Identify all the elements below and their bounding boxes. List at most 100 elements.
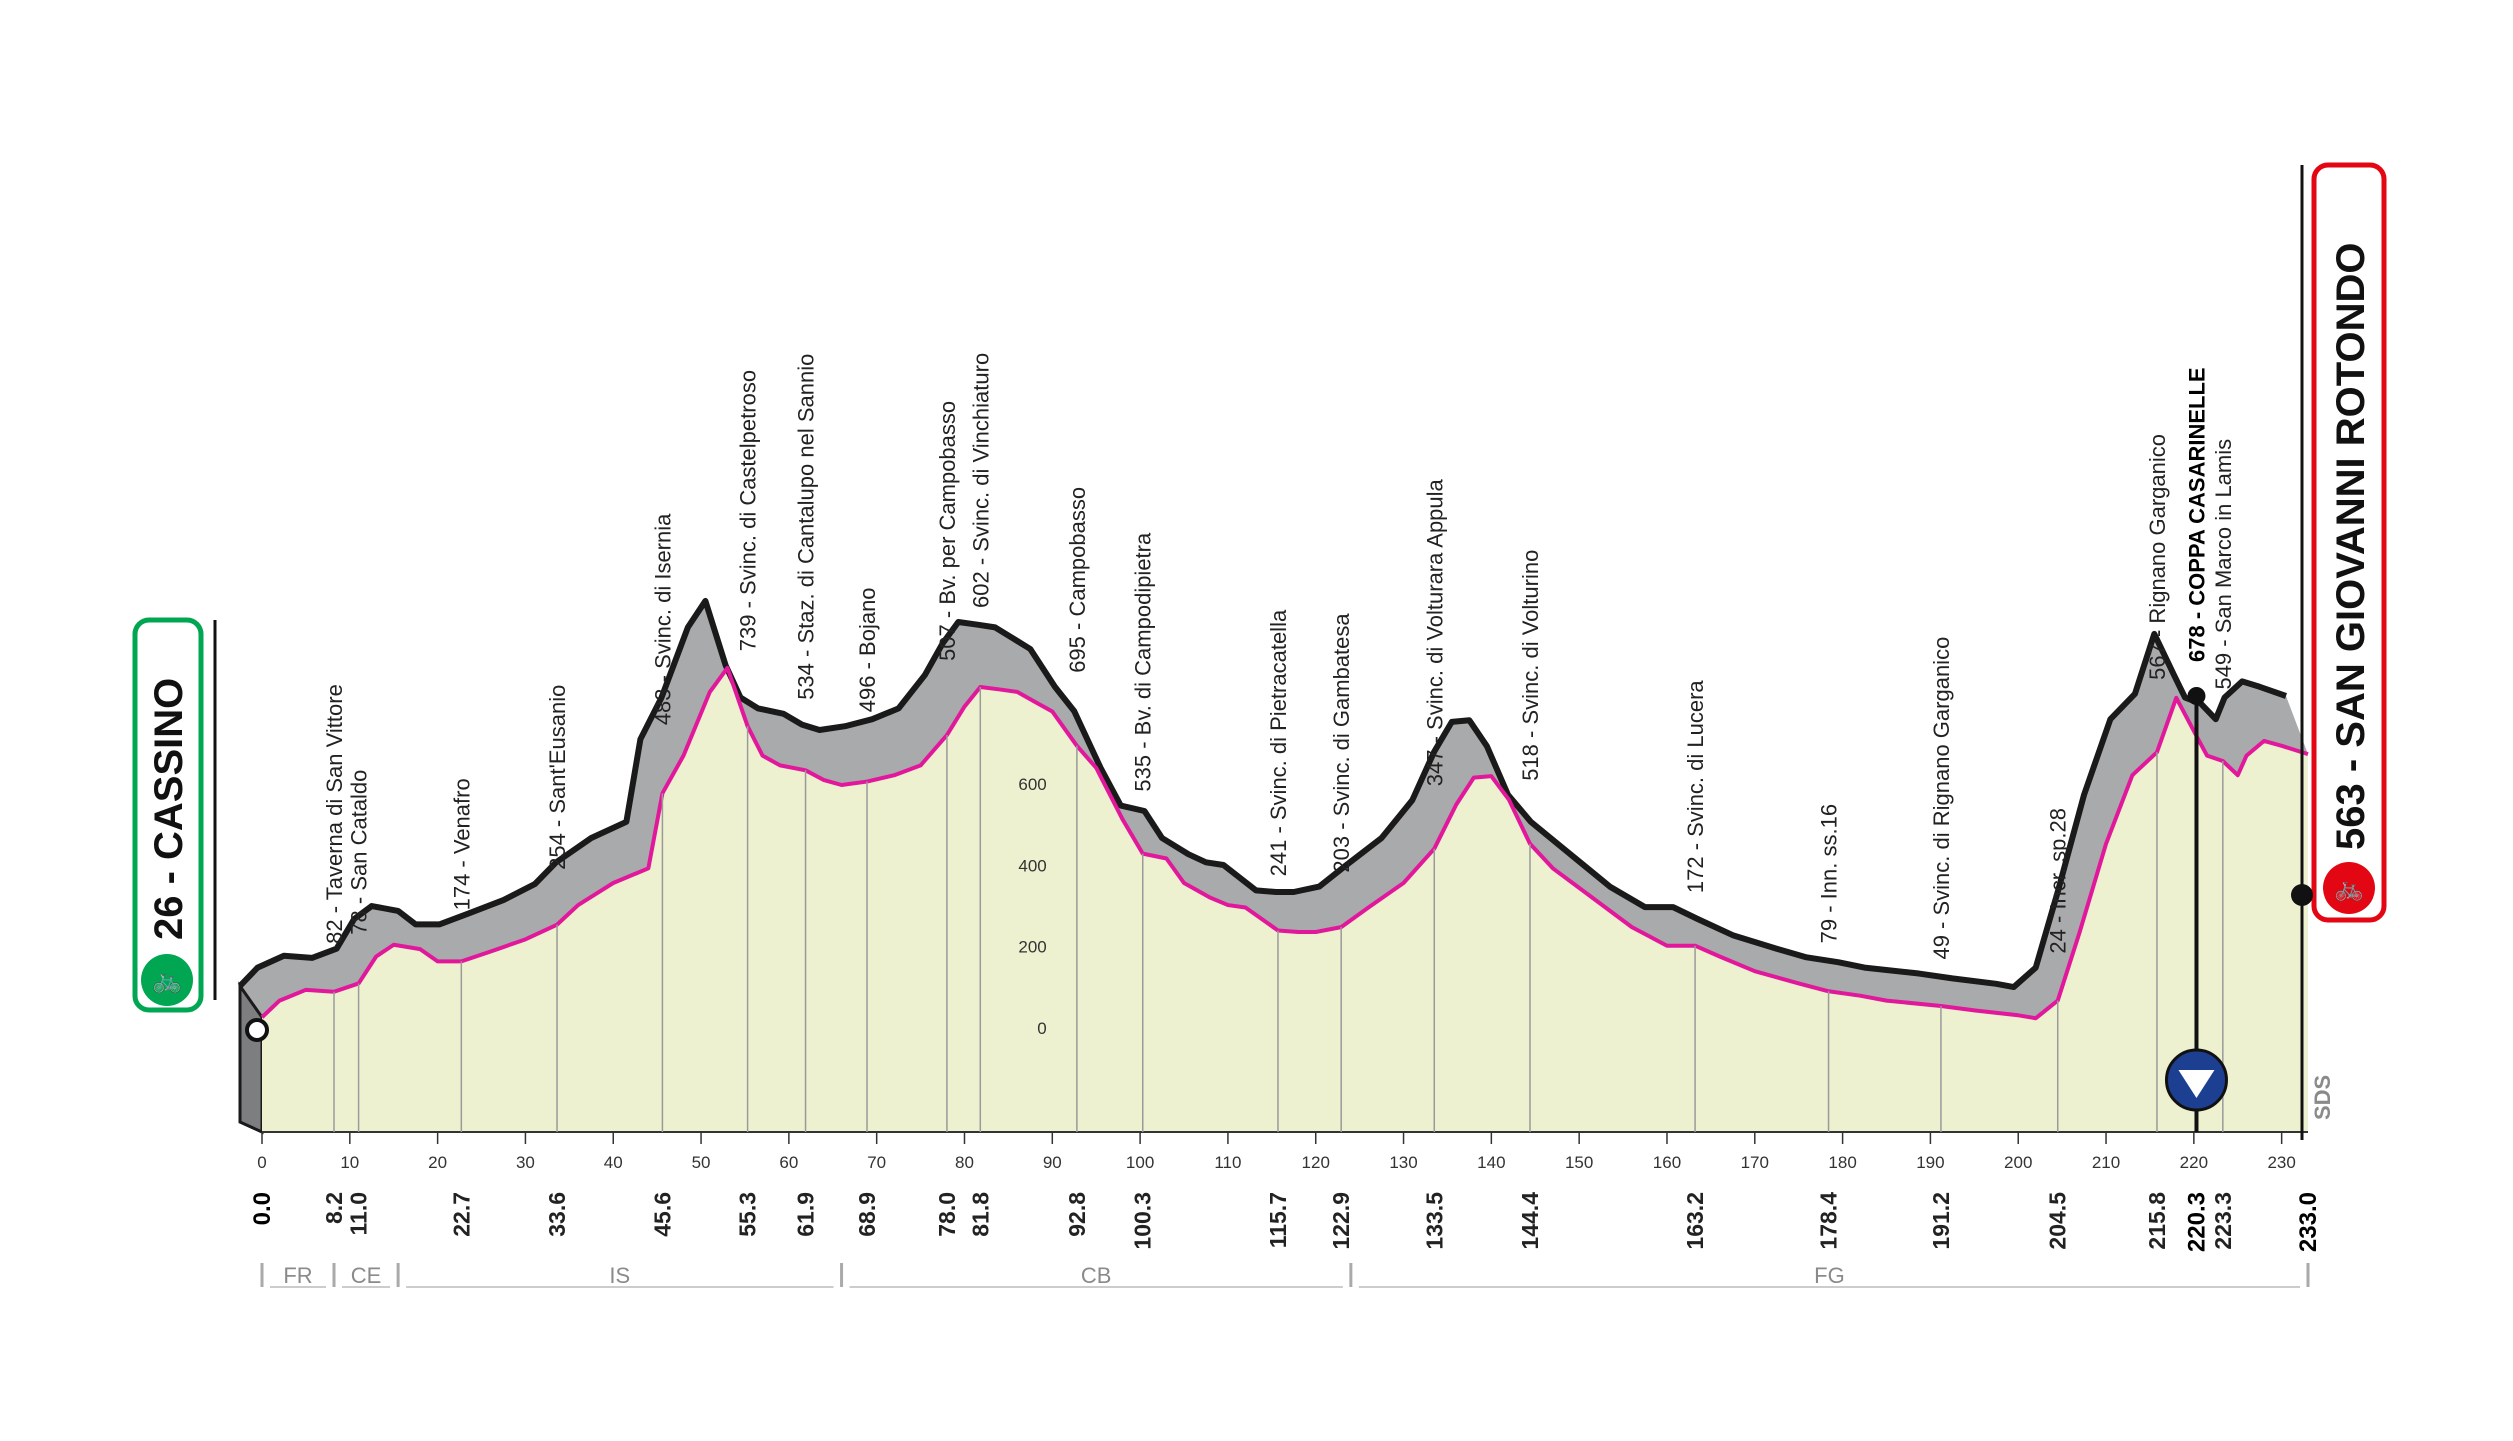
x-tick-label: 190 xyxy=(1916,1153,1944,1172)
location-label: 496 - Bojano xyxy=(855,587,880,712)
x-tick-label: 100 xyxy=(1126,1153,1154,1172)
km-label: 100.3 xyxy=(1130,1192,1156,1250)
x-tick-label: 50 xyxy=(692,1153,711,1172)
km-label: 144.4 xyxy=(1517,1192,1543,1250)
start-name: 26 - CASSINO xyxy=(147,678,191,940)
km-label: 204.5 xyxy=(2045,1192,2071,1250)
x-tick-label: 170 xyxy=(1741,1153,1769,1172)
finish-banner: 🚲 563 - SAN GIOVANNI ROTONDO xyxy=(2291,162,2387,1140)
x-axis-layer: 0 10 20 30 40 50 60 70 80 90 100 110 120 130 140 150 160… xyxy=(249,1132,2322,1252)
start-banner: 🚲 26 - CASSINO xyxy=(132,617,269,1042)
km-label: 0.0 xyxy=(249,1192,276,1225)
relief-top-edge xyxy=(237,597,2287,991)
km-label: 223.3 xyxy=(2210,1192,2236,1250)
x-tick-label: 200 xyxy=(2004,1153,2032,1172)
location-label: 79 - Inn. ss.16 xyxy=(1817,804,1842,943)
x-tick-label: 220 xyxy=(2180,1153,2208,1172)
km-label: 68.9 xyxy=(854,1192,880,1237)
location-label: 203 - Svinc. di Gambatesa xyxy=(1329,613,1354,873)
km-label: 215.8 xyxy=(2144,1192,2170,1250)
cyclist-glyph: 🚲 xyxy=(2334,875,2364,902)
cyclist-glyph: 🚲 xyxy=(152,967,182,994)
location-label: 82 - Taverna di San Vittore xyxy=(322,684,347,944)
x-tick-label: 120 xyxy=(1302,1153,1330,1172)
location-label: 567 - Rignano Garganico xyxy=(2145,434,2170,680)
finish-name: 563 - SAN GIOVANNI ROTONDO xyxy=(2329,243,2373,851)
location-label: 739 - Svinc. di Castelpetroso xyxy=(736,370,761,651)
location-label: 49 - Svinc. di Rignano Garganico xyxy=(1929,637,1954,960)
altitude-tick-label: 400 xyxy=(1018,856,1046,875)
location-label: 695 - Campobasso xyxy=(1065,487,1090,673)
km-label: 11.0 xyxy=(346,1192,372,1236)
x-tick-label: 70 xyxy=(867,1153,886,1172)
province-label: FR xyxy=(283,1263,312,1288)
km-label: 220.3 xyxy=(2183,1192,2210,1252)
location-label: 535 - Bv. di Campodipietra xyxy=(1131,532,1156,792)
km-label: 33.6 xyxy=(544,1192,570,1237)
km-label: 191.2 xyxy=(1928,1192,1954,1250)
x-tick-label: 110 xyxy=(1214,1153,1241,1172)
road-line xyxy=(260,665,2309,1021)
altitude-tick-label: 600 xyxy=(1018,775,1046,794)
location-label: 78 - San Cataldo xyxy=(347,770,372,935)
km-label: 8.2 xyxy=(321,1192,347,1224)
location-label: 518 - Svinc. di Volturino xyxy=(1518,550,1543,781)
province-label: CB xyxy=(1081,1263,1112,1288)
province-label: FG xyxy=(1814,1263,1845,1288)
km-label: 115.7 xyxy=(1265,1192,1291,1248)
start-banner-frame xyxy=(132,617,204,1013)
x-tick-label: 40 xyxy=(604,1153,623,1172)
province-bar-layer: FR CE IS CB FG xyxy=(260,1263,2310,1288)
location-label: 241 - Svinc. di Pietracatella xyxy=(1266,609,1291,876)
x-tick-label: 210 xyxy=(2092,1153,2120,1172)
relief-shade xyxy=(240,600,2308,1019)
x-tick-label: 130 xyxy=(1389,1153,1417,1172)
location-label: 483 - Svinc. di Isernia xyxy=(650,513,675,725)
province-label: CE xyxy=(351,1263,382,1288)
x-tick-label: 20 xyxy=(428,1153,447,1172)
location-labels-layer: 82 - Taverna di San Vittore 78 - San Cata… xyxy=(322,353,2236,960)
start-dot xyxy=(245,1018,269,1042)
km-label: 163.2 xyxy=(1682,1192,1708,1250)
km-label: 178.4 xyxy=(1816,1192,1842,1250)
altitude-tick-label: 200 xyxy=(1018,938,1046,957)
x-tick-label: 80 xyxy=(955,1153,974,1172)
location-label: 507 - Bv. per Campobasso xyxy=(935,401,960,661)
x-tick-label: 230 xyxy=(2267,1153,2295,1172)
location-label: 678 - COPPA CASARINELLE xyxy=(2184,367,2209,662)
x-tick-label: 0 xyxy=(257,1153,266,1172)
x-tick-label: 180 xyxy=(1828,1153,1856,1172)
km-label: 122.9 xyxy=(1328,1192,1354,1250)
cyclist-icon xyxy=(141,954,193,1006)
location-label: 24 - Incr. sp.28 xyxy=(2046,808,2071,954)
kom-dot xyxy=(2187,687,2206,705)
location-label: 172 - Svinc. di Lucera xyxy=(1683,680,1708,894)
km-label: 133.5 xyxy=(1421,1192,1447,1250)
km-label: 55.3 xyxy=(735,1192,761,1237)
location-label: 174 - Venafro xyxy=(449,778,474,910)
km-label: 22.7 xyxy=(448,1192,474,1237)
km-label: 45.6 xyxy=(649,1192,675,1237)
kom-triangle-glyph xyxy=(2178,1070,2215,1098)
x-tick-label: 160 xyxy=(1653,1153,1681,1172)
province-label: IS xyxy=(609,1263,630,1288)
x-tick-label: 30 xyxy=(516,1153,535,1172)
km-label: 78.0 xyxy=(934,1192,960,1237)
km-label: 61.9 xyxy=(793,1192,819,1237)
location-label: 347 - Svinc. di Volturara Appula xyxy=(1422,478,1447,786)
location-label: 254 - Sant'Eusanio xyxy=(545,685,570,870)
finish-dot xyxy=(2291,884,2313,906)
km-label: 233.0 xyxy=(2295,1192,2322,1252)
location-label: 534 - Staz. di Cantalupo nel Sannio xyxy=(794,354,819,700)
cyclist-icon xyxy=(2323,862,2375,914)
location-label: 549 - San Marco in Lamis xyxy=(2211,439,2236,690)
km-label: 81.8 xyxy=(967,1192,993,1237)
relief-layer: 0 200 400 600 xyxy=(237,597,2309,1135)
x-tick-label: 90 xyxy=(1043,1153,1062,1172)
location-lines-layer xyxy=(333,687,2228,1132)
x-tick-label: 60 xyxy=(779,1153,798,1172)
ground-fill xyxy=(262,667,2308,1132)
altitude-tick-label: 0 xyxy=(1037,1019,1046,1038)
